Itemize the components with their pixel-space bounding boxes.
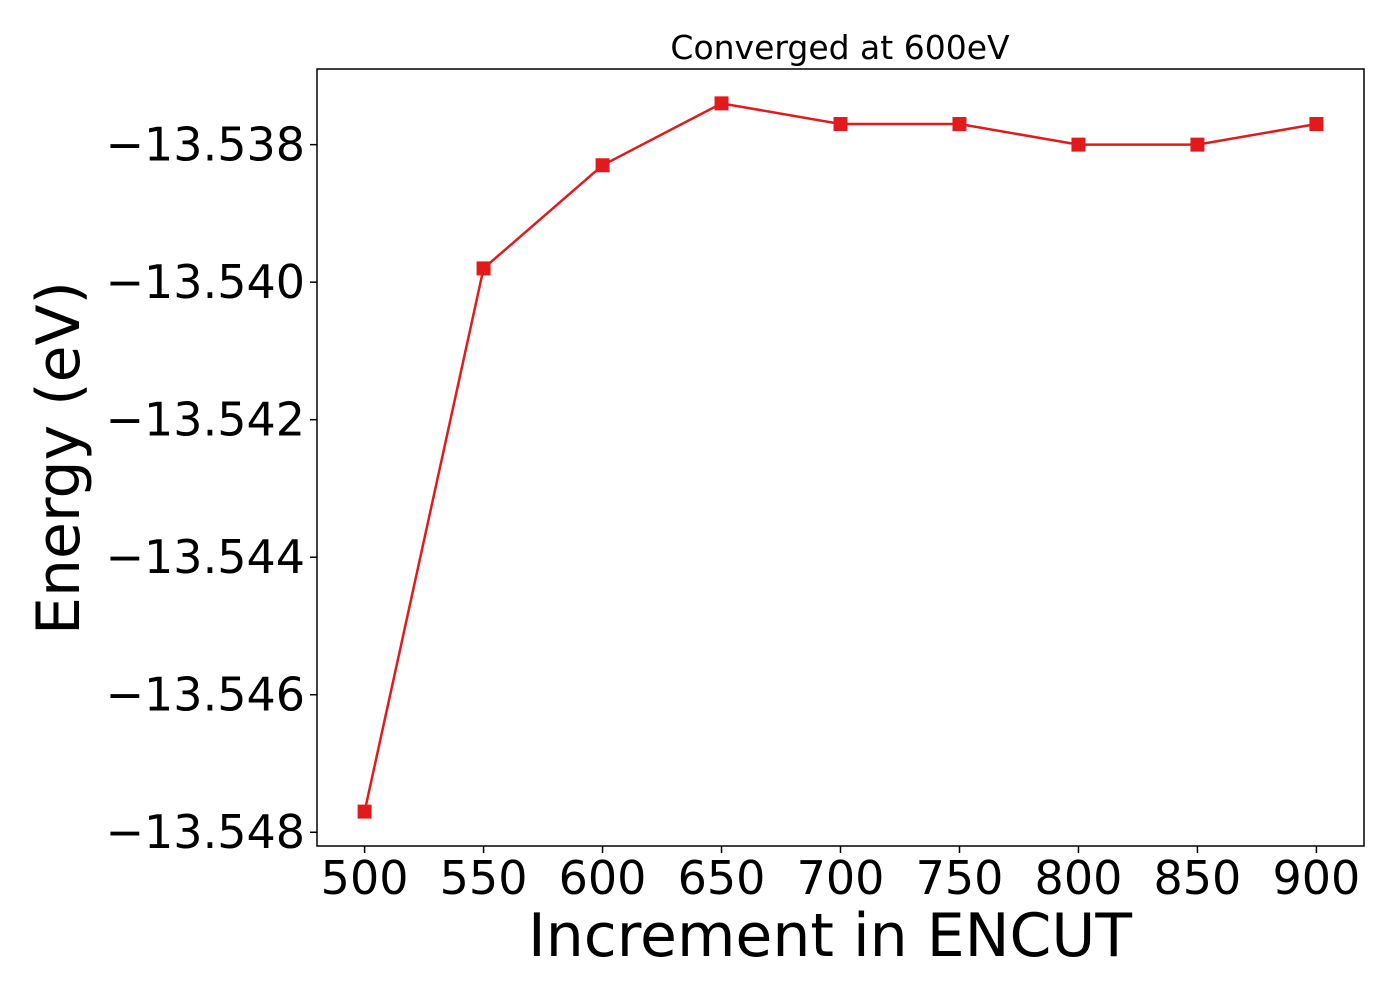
data-point-marker [952, 117, 967, 132]
plot-frame [316, 68, 1365, 847]
data-point-marker [833, 117, 848, 132]
series-line [363, 102, 1317, 812]
y-tick-label: −13.548 [106, 805, 306, 859]
y-tick-label: −13.544 [106, 530, 306, 584]
y-tick-label: −13.540 [106, 255, 306, 309]
y-tick-label: −13.538 [106, 118, 306, 172]
y-tick-label: −13.546 [106, 668, 306, 722]
series-layer [357, 96, 1324, 819]
chart-title: Converged at 600eV [670, 28, 1010, 67]
x-tick-label: 550 [440, 851, 528, 905]
x-tick-label: 900 [1273, 851, 1361, 905]
x-tick-label: 750 [916, 851, 1004, 905]
data-point-marker [1309, 117, 1324, 132]
x-tick-label: 800 [1035, 851, 1123, 905]
data-point-marker [1190, 137, 1205, 152]
y-axis: −13.548 −13.546 −13.544 −13.542 −13.540 −13.5… [106, 118, 317, 859]
data-point-marker [357, 804, 372, 819]
data-point-marker [476, 261, 491, 276]
x-tick-label: 600 [559, 851, 647, 905]
x-tick-label: 650 [678, 851, 766, 905]
x-tick-label: 500 [321, 851, 409, 905]
data-point-marker [1071, 137, 1086, 152]
x-tick-label: 700 [797, 851, 885, 905]
data-point-marker [714, 96, 729, 111]
y-axis-label: Energy (eV) [24, 281, 94, 635]
x-tick-label: 850 [1154, 851, 1242, 905]
data-point-marker [595, 158, 610, 173]
x-axis-label: Increment in ENCUT [528, 901, 1132, 971]
x-axis: 500 550 600 650 700 750 800 850 900 [321, 846, 1361, 905]
y-tick-label: −13.542 [106, 393, 306, 447]
